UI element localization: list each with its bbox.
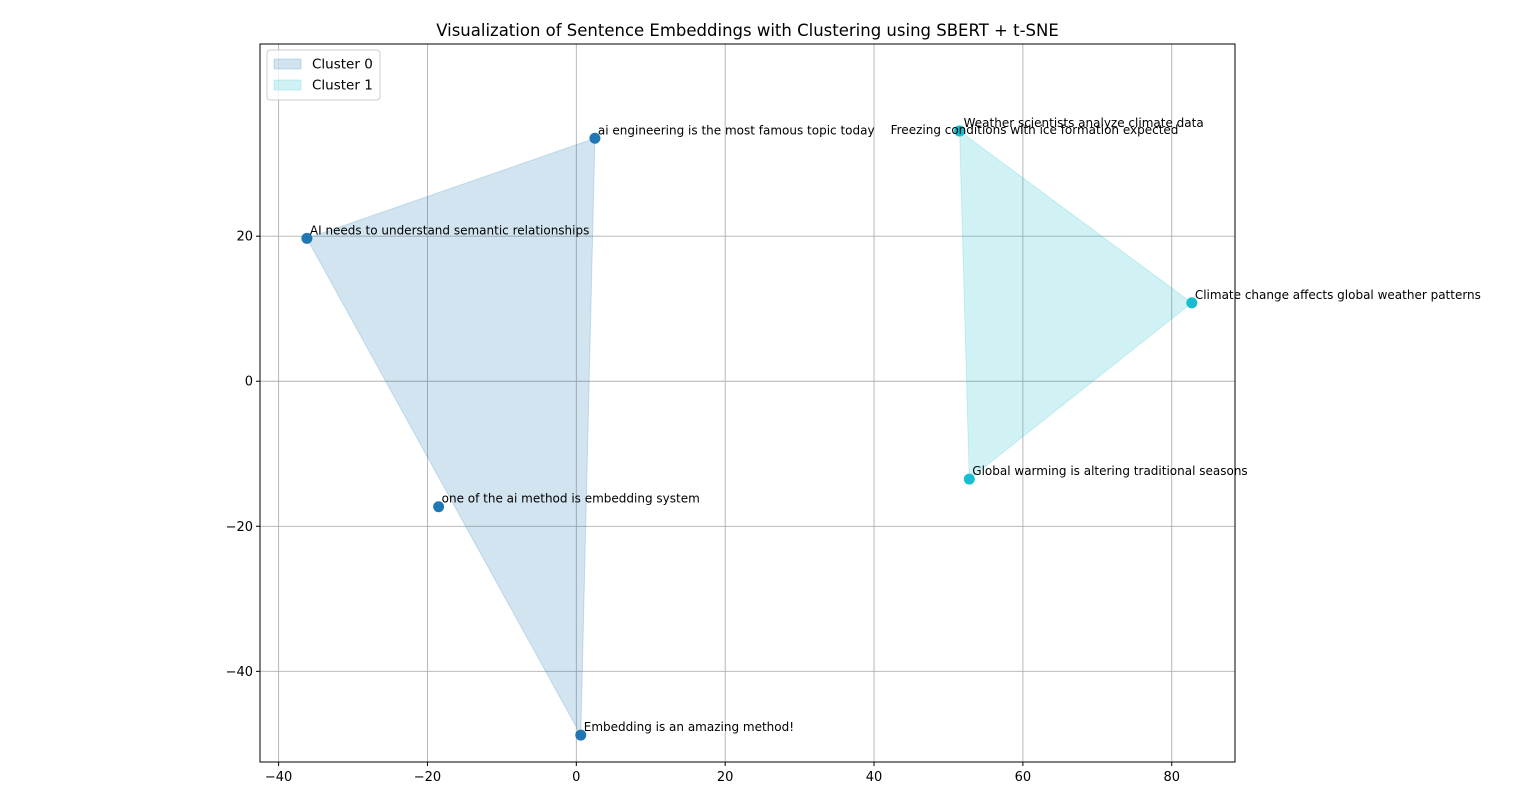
cluster-1-point xyxy=(1186,297,1198,309)
cluster-0-point-label: ai engineering is the most famous topic … xyxy=(598,123,875,137)
x-tick-label: 40 xyxy=(866,770,883,785)
x-tick-label: 20 xyxy=(717,770,734,785)
cluster-0-point xyxy=(589,132,601,144)
cluster-0-hull xyxy=(306,137,596,738)
cluster-0-point-label: AI needs to understand semantic relation… xyxy=(310,223,589,237)
legend-label-cluster-0: Cluster 0 xyxy=(312,57,373,73)
y-tick-label: −40 xyxy=(226,665,253,680)
point-label-layer: ai engineering is the most famous topic … xyxy=(310,116,1481,734)
legend-swatch-cluster-0 xyxy=(273,58,302,70)
cluster-0-point-label: Embedding is an amazing method! xyxy=(584,720,794,734)
y-tick-label: 0 xyxy=(245,375,253,390)
legend-frame xyxy=(266,49,381,101)
cluster-1-point-label: Global warming is altering traditional s… xyxy=(972,464,1247,478)
grid-layer xyxy=(260,44,1235,762)
cluster-1-point-label: Weather scientists analyze climate data xyxy=(964,116,1204,130)
x-tick-label: 80 xyxy=(1163,770,1180,785)
cluster-1-hull xyxy=(959,130,1193,481)
cluster-1-point xyxy=(954,125,966,137)
y-tick-label: 20 xyxy=(236,230,253,245)
x-tick-label: 60 xyxy=(1015,770,1032,785)
y-tick-label: −20 xyxy=(226,520,253,535)
plot-frame xyxy=(259,43,1236,763)
cluster-hull-layer xyxy=(306,130,1193,738)
legend: Cluster 0 Cluster 1 xyxy=(266,49,381,101)
cluster-1-point xyxy=(963,473,975,485)
cluster-1-point-label: Freezing conditions with ice formation e… xyxy=(891,123,1179,137)
cluster-0-point-label: one of the ai method is embedding system xyxy=(442,492,700,506)
cluster-0-point xyxy=(433,501,445,513)
cluster-0-point xyxy=(301,232,313,244)
x-tick-label: −40 xyxy=(265,770,292,785)
data-point-layer xyxy=(301,125,1198,741)
chart-title: Visualization of Sentence Embeddings wit… xyxy=(436,21,1059,40)
cluster-0-point xyxy=(575,729,587,741)
legend-label-cluster-1: Cluster 1 xyxy=(312,78,373,94)
tick-layer: −40 −20 0 20 40 60 80 −40 −20 0 20 xyxy=(226,230,1180,785)
legend-swatch-cluster-1 xyxy=(273,79,302,91)
cluster-1-point-label: Climate change affects global weather pa… xyxy=(1195,288,1481,302)
x-tick-label: 0 xyxy=(572,770,580,785)
x-tick-label: −20 xyxy=(414,770,441,785)
